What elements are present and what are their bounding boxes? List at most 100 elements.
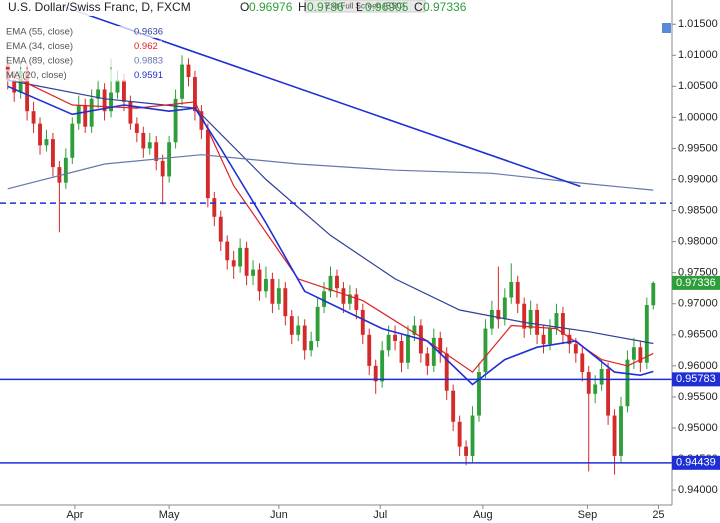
indicator-line: [7, 85, 654, 386]
candle-body: [541, 334, 546, 345]
candle-body: [451, 390, 456, 422]
exit-button-label[interactable]: Exit Full Screen (ESC): [325, 2, 405, 11]
candle-body: [180, 64, 184, 99]
candle-body: [483, 328, 488, 373]
time-axis-panel: [0, 505, 672, 523]
y-tick-label: 1.01000: [678, 49, 718, 61]
candle-body: [70, 123, 75, 158]
candle-body: [399, 341, 404, 363]
y-tick-label: 0.96500: [678, 329, 718, 341]
candle-body: [341, 288, 346, 304]
candle-body: [244, 247, 249, 276]
candle-body: [412, 325, 417, 335]
candle-body: [50, 139, 55, 168]
candle-body: [270, 278, 275, 304]
candle-body: [205, 129, 210, 199]
candle-body: [264, 278, 268, 292]
chart-title: U.S. Dollar/Swiss Franc, D, FXCM: [8, 0, 191, 14]
candle-body: [586, 372, 591, 394]
candle-body: [134, 123, 139, 133]
price-badge: [672, 455, 720, 470]
y-tick-label: 1.00500: [678, 80, 718, 92]
candle-body: [122, 80, 126, 102]
candle-body: [560, 313, 565, 335]
candle-body: [599, 368, 604, 385]
candle-body: [425, 353, 430, 366]
y-tick-label: 0.98000: [678, 236, 718, 248]
legend-value: 0.9883: [134, 56, 163, 67]
candle-body: [283, 288, 288, 317]
candle-body: [393, 334, 398, 342]
candle-body: [431, 337, 436, 366]
candle-body: [115, 80, 120, 93]
candle-body: [289, 316, 294, 335]
plot-area: [0, 5, 672, 475]
candle-body: [238, 247, 243, 267]
candle-body: [12, 80, 17, 93]
candle-body: [109, 92, 113, 112]
candle-body: [128, 101, 133, 124]
candle-body: [619, 406, 623, 456]
y-tick-label: 0.94000: [678, 484, 718, 496]
x-tick-label: Jul: [373, 509, 387, 521]
candle-body: [302, 325, 307, 351]
candle-body: [464, 446, 469, 456]
candle-body: [489, 309, 494, 329]
candle-body: [193, 77, 197, 112]
header-bg: [0, 0, 300, 16]
candle-body: [373, 365, 378, 382]
y-tick-label: 1.00000: [678, 111, 718, 123]
candle-body: [638, 347, 643, 363]
x-tick-label: Jun: [270, 509, 288, 521]
ohlc-value: 0.9736: [307, 0, 344, 14]
price-badge-label: 0.95783: [676, 373, 716, 385]
y-tick-label: 0.98500: [678, 204, 718, 216]
x-tick-label: Aug: [473, 509, 493, 521]
candle-body: [631, 347, 636, 360]
legend-bg: [2, 69, 162, 82]
y-tick-label: 0.99500: [678, 142, 718, 154]
candle-body: [406, 334, 410, 363]
legend-value: 0.962: [134, 41, 158, 52]
x-tick-label: Sep: [578, 509, 598, 521]
ohlc-value: 0.96905: [365, 0, 409, 14]
candle-body: [212, 198, 217, 217]
indicator-line: [7, 154, 654, 191]
candle-body: [231, 260, 236, 267]
legend-value: 0.9636: [134, 27, 163, 38]
candle-body: [173, 98, 178, 143]
last-price-label: 0.97336: [676, 277, 716, 289]
last-price-badge: [672, 275, 720, 290]
axes: 0.940000.945000.950000.955000.960000.965…: [66, 18, 720, 521]
candle-body: [25, 70, 30, 112]
candle-body: [535, 309, 540, 335]
y-tick-label: 0.99000: [678, 173, 718, 185]
exit-button[interactable]: [304, 0, 426, 13]
y-tick-label: 0.95500: [678, 391, 718, 403]
candle-body: [57, 167, 62, 183]
candle-body: [528, 309, 533, 329]
y-tick-label: 0.95000: [678, 422, 718, 434]
candle-body: [89, 98, 94, 127]
candle-body: [625, 359, 630, 407]
ohlc-value: 0.96976: [249, 0, 293, 14]
ohlc-prefix: C: [414, 0, 423, 14]
y-tick-label: 0.97500: [678, 267, 718, 279]
candle-body: [502, 297, 507, 320]
candle-body: [360, 309, 365, 335]
y-tick-label: 0.96000: [678, 360, 718, 372]
candle-body: [44, 139, 49, 146]
candle-body: [515, 282, 520, 304]
candle-body: [96, 89, 101, 99]
candle-body: [573, 344, 578, 354]
candle-body: [651, 282, 656, 306]
ohlc-value: 0.97336: [423, 0, 467, 14]
candle-body: [328, 275, 333, 292]
y-tick-label: 1.01500: [678, 18, 718, 30]
candle-body: [522, 303, 527, 329]
scale-button[interactable]: [662, 23, 671, 33]
candle-body: [444, 353, 449, 391]
candle-body: [335, 275, 339, 289]
